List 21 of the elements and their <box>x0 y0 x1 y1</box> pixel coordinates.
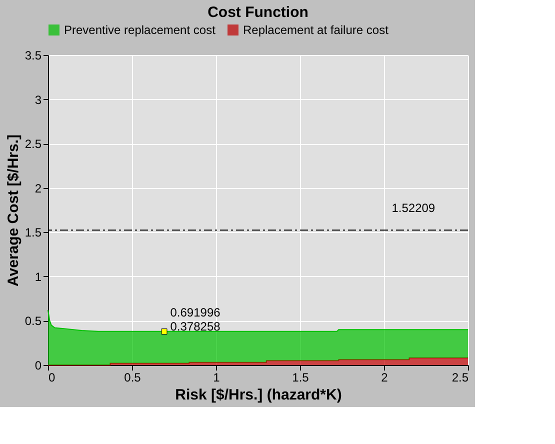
x-axis-title: Risk [$/Hrs.] (hazard*K) <box>175 386 342 404</box>
chart-title: Cost Function <box>208 4 308 21</box>
annotation: 0.691996 0.378258 <box>170 305 221 334</box>
x-tick-label: 2.5 <box>452 370 469 384</box>
x-tick-label: 1 <box>213 370 220 384</box>
x-tick-label: 1.5 <box>292 370 310 384</box>
y-tick-label: 1.5 <box>24 226 42 240</box>
legend-label: Preventive replacement cost <box>64 23 216 37</box>
ref-line-label: 1.52209 <box>392 201 436 216</box>
y-tick-label: 0 <box>34 358 42 372</box>
y-tick-label: 3.5 <box>24 48 42 62</box>
y-tick-label: 0.5 <box>24 314 42 328</box>
x-tick-label: 0.5 <box>124 370 142 384</box>
legend-label: Replacement at failure cost <box>243 23 390 37</box>
y-tick-label: 2 <box>34 181 42 196</box>
y-tick-label: 1 <box>34 270 42 284</box>
y-tick-label: 3 <box>34 92 42 107</box>
y-axis-title: Average Cost [$/Hrs.] <box>4 134 22 286</box>
x-tick-label: 0 <box>48 370 56 384</box>
x-tick-label: 2 <box>381 370 388 384</box>
y-tick-label: 2.5 <box>24 137 42 152</box>
